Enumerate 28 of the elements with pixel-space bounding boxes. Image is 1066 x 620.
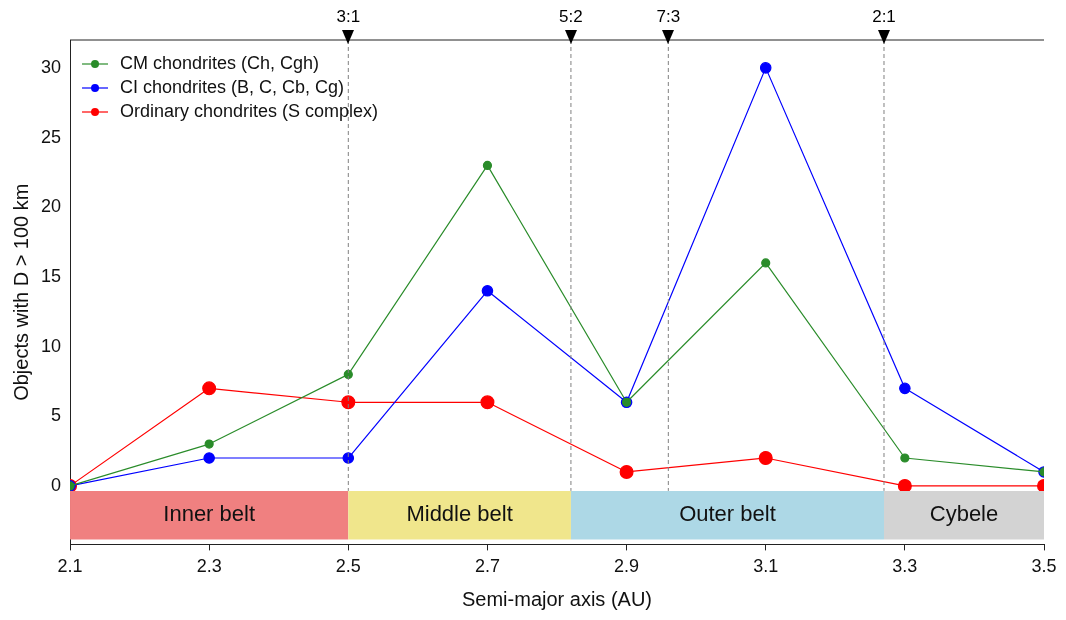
x-tick-label: 3.1 <box>753 556 779 577</box>
y-tick-label: 10 <box>40 335 62 356</box>
x-tick-label: 3.5 <box>1031 556 1057 577</box>
legend-label: CM chondrites (Ch, Cgh) <box>120 52 320 73</box>
annotation: 5:2 <box>559 7 583 27</box>
y-tick-label: 25 <box>40 126 62 147</box>
y-axis-title: Objects with D > 100 km <box>9 183 32 401</box>
x-tick-label: 2.5 <box>335 556 361 577</box>
y-tick-label: 20 <box>40 196 62 217</box>
x-tick-label: 2.9 <box>614 556 640 577</box>
annotation: 3:1 <box>336 7 361 27</box>
y-tick-label: 15 <box>40 265 62 286</box>
y-tick-label: 5 <box>51 405 62 426</box>
band-label: Middle belt <box>406 501 513 527</box>
band-label: Inner belt <box>163 501 256 527</box>
band-label: Cybele <box>929 501 999 527</box>
legend-label: CI chondrites (B, C, Cb, Cg) <box>120 76 345 97</box>
x-tick-label: 2.7 <box>474 556 500 577</box>
y-tick-label: 30 <box>40 56 62 77</box>
x-axis-title: Semi-major axis (AU) <box>462 587 653 610</box>
annotation: 2:1 <box>872 7 896 27</box>
y-tick-label: 0 <box>51 474 62 495</box>
annotation: 7:3 <box>656 7 681 27</box>
band-label: Outer belt <box>679 501 776 527</box>
x-tick-label: 2.3 <box>196 556 222 577</box>
legend-label: Ordinary chondrites (S complex) <box>120 100 379 121</box>
x-tick-label: 3.3 <box>892 556 918 577</box>
x-tick-label: 2.1 <box>57 556 83 577</box>
